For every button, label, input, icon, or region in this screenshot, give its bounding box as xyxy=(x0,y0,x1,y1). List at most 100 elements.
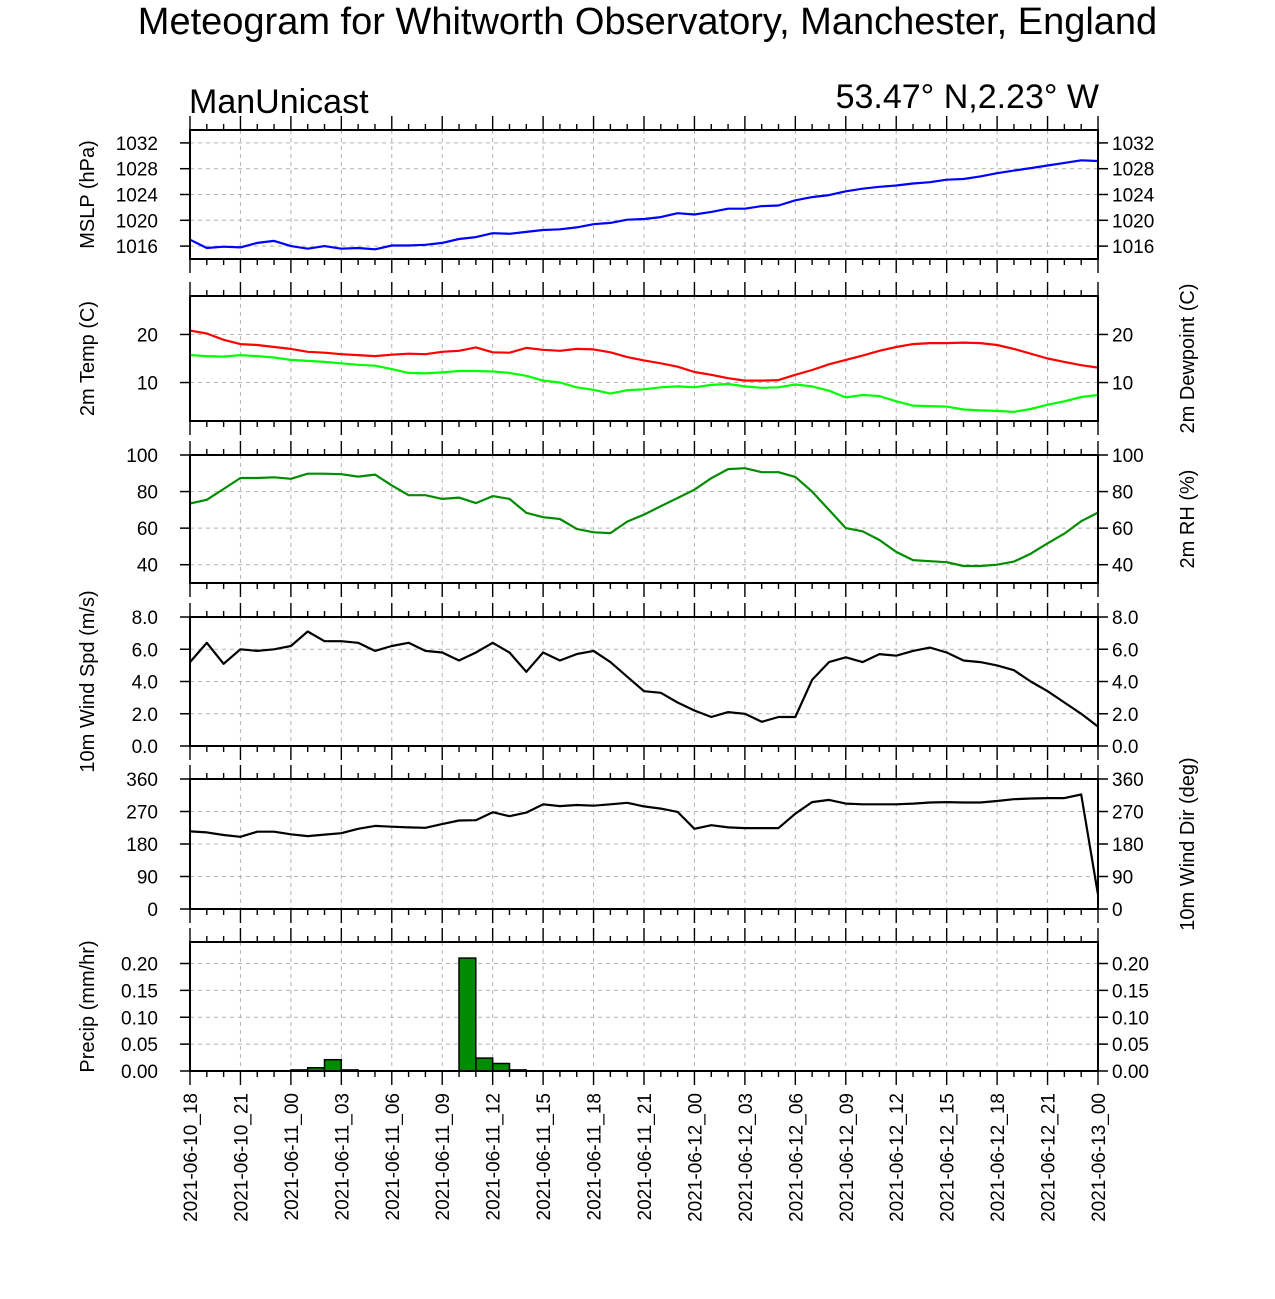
y-tick-label-left: 90 xyxy=(137,868,158,889)
panel-frame xyxy=(189,295,1099,422)
y-tick-label-left: 360 xyxy=(126,770,158,791)
y-tick-label-left: 0.10 xyxy=(121,1008,158,1029)
y-tick-label-right: 0.0 xyxy=(1112,737,1138,758)
y-tick-label-left: 0.20 xyxy=(121,955,158,976)
x-tick-label: 2021-06-12_12 xyxy=(887,1093,908,1222)
y-tick-label-right: 10 xyxy=(1112,374,1133,395)
x-tick-label: 2021-06-11_12 xyxy=(484,1093,505,1220)
series-line-winddir xyxy=(189,793,1100,895)
x-tick-label: 2021-06-11_09 xyxy=(433,1093,454,1220)
y-axis-label-left: 10m Wind Spd (m/s) xyxy=(77,590,99,772)
y-tick-label-left: 0.15 xyxy=(121,981,158,1002)
y-axis-label-left: Precip (mm/hr) xyxy=(77,940,99,1072)
y-tick-label-left: 10 xyxy=(137,374,158,395)
y-tick-label-left: 8.0 xyxy=(132,608,158,629)
y-tick-label-left: 1024 xyxy=(116,186,159,207)
x-tick-label: 2021-06-12_00 xyxy=(685,1093,706,1222)
y-tick-label-right: 1024 xyxy=(1112,186,1155,207)
y-tick-label-left: 2.0 xyxy=(132,705,158,726)
x-tick-label: 2021-06-12_06 xyxy=(786,1093,807,1222)
y-tick-label-left: 100 xyxy=(126,446,158,467)
subtitle-left: ManUnicast xyxy=(189,83,369,121)
x-tick-label: 2021-06-11_03 xyxy=(332,1093,353,1220)
y-tick-label-right: 8.0 xyxy=(1112,608,1138,629)
y-tick-label-left: 1016 xyxy=(116,237,158,258)
y-tick-label-right: 80 xyxy=(1112,483,1133,504)
y-tick-label-right: 1016 xyxy=(1112,237,1154,258)
y-axis-label-right: 2m RH (%) xyxy=(1177,470,1199,569)
y-tick-label-left: 1020 xyxy=(116,211,158,232)
x-tick-label: 2021-06-11_21 xyxy=(635,1093,656,1220)
y-tick-label-left: 0 xyxy=(147,900,158,921)
y-tick-label-left: 0.05 xyxy=(121,1035,158,1056)
panel-mslp: 1016 1016 1020 1020 1024 1024 1028 1028 1032 1032… xyxy=(77,116,1155,273)
y-tick-label-left: 6.0 xyxy=(132,640,158,661)
panel-temperature: 10 10 20 20 2m Temp (C) 2m Dewpoint (C) xyxy=(77,282,1199,435)
precip-bar xyxy=(458,957,477,1072)
x-tick-label: 2021-06-10_21 xyxy=(231,1093,252,1222)
x-tick-label: 2021-06-12_18 xyxy=(988,1093,1009,1222)
y-tick-label-right: 60 xyxy=(1112,519,1133,540)
x-tick-label: 2021-06-11_00 xyxy=(282,1093,303,1220)
y-tick-label-left: 40 xyxy=(137,556,158,577)
panel-frame xyxy=(189,941,1099,1072)
y-tick-label-right: 2.0 xyxy=(1112,705,1138,726)
panel-winddir: 0 0 90 90 180 180 270 270 360 360 10m Wind Dir (de… xyxy=(126,757,1199,930)
precip-bar xyxy=(475,1057,494,1072)
y-tick-label-left: 4.0 xyxy=(132,673,158,694)
series-line-mslp xyxy=(189,159,1099,251)
page-title: Meteogram for Whitworth Observatory, Man… xyxy=(137,1,1158,43)
panel-frame xyxy=(189,778,1099,910)
y-tick-label-left: 20 xyxy=(137,325,158,346)
y-tick-label-right: 0.10 xyxy=(1112,1008,1149,1029)
panel-windspeed: 0.0 0.0 2.0 2.0 4.0 4.0 6.0 6.0 8.0 8.0 10m Wind S… xyxy=(77,590,1138,772)
y-tick-label-right: 0 xyxy=(1112,900,1123,921)
y-tick-label-left: 1032 xyxy=(116,134,158,155)
x-tick-label: 2021-06-12_21 xyxy=(1039,1093,1060,1222)
y-tick-label-right: 20 xyxy=(1112,325,1133,346)
y-tick-label-left: 0.0 xyxy=(132,737,158,758)
series-line-temperature xyxy=(189,354,1099,413)
y-tick-label-right: 360 xyxy=(1112,770,1144,791)
x-tick-label: 2021-06-13_00 xyxy=(1089,1093,1110,1222)
series-line-rh xyxy=(189,467,1099,568)
y-tick-label-right: 90 xyxy=(1112,868,1133,889)
x-tick-label: 2021-06-11_18 xyxy=(585,1093,606,1220)
y-tick-label-left: 1028 xyxy=(116,160,158,181)
y-tick-label-left: 80 xyxy=(137,483,158,504)
y-tick-label-right: 0.15 xyxy=(1112,981,1149,1002)
x-tick-label: 2021-06-11_15 xyxy=(534,1093,555,1220)
y-tick-label-right: 0.00 xyxy=(1112,1062,1149,1083)
panel-rh: 40 40 60 60 80 80 100 100 2m RH (%) xyxy=(126,441,1199,597)
y-tick-label-right: 40 xyxy=(1112,556,1133,577)
y-tick-label-right: 1020 xyxy=(1112,211,1154,232)
panel-frame xyxy=(189,129,1099,260)
y-tick-label-left: 0.00 xyxy=(121,1062,158,1083)
y-tick-label-right: 1028 xyxy=(1112,160,1154,181)
y-tick-label-right: 4.0 xyxy=(1112,673,1138,694)
x-tick-label: 2021-06-10_18 xyxy=(181,1093,202,1222)
y-tick-label-left: 180 xyxy=(126,835,158,856)
series-line-windspeed xyxy=(189,630,1099,728)
y-tick-label-right: 100 xyxy=(1112,446,1144,467)
y-axis-label-right: 2m Dewpoint (C) xyxy=(1177,283,1199,433)
x-tick-label: 2021-06-12_09 xyxy=(837,1093,858,1222)
y-tick-label-right: 1032 xyxy=(1112,134,1154,155)
precip-bar xyxy=(323,1058,343,1072)
x-tick-label: 2021-06-12_03 xyxy=(736,1093,757,1222)
panel-frame xyxy=(189,616,1099,747)
y-tick-label-right: 0.05 xyxy=(1112,1035,1149,1056)
panel-frame xyxy=(189,454,1099,584)
y-tick-label-right: 180 xyxy=(1112,835,1144,856)
y-tick-label-left: 270 xyxy=(126,803,158,824)
series-line-temperature xyxy=(189,329,1099,382)
x-tick-label: 2021-06-12_15 xyxy=(938,1093,959,1222)
y-tick-label-right: 6.0 xyxy=(1112,640,1138,661)
subtitle-right: 53.47° N,2.23° W xyxy=(836,78,1099,116)
y-axis-label-right: 10m Wind Dir (deg) xyxy=(1177,757,1199,930)
y-tick-label-left: 60 xyxy=(137,519,158,540)
y-tick-label-right: 270 xyxy=(1112,803,1144,824)
precip-bar xyxy=(491,1062,511,1072)
